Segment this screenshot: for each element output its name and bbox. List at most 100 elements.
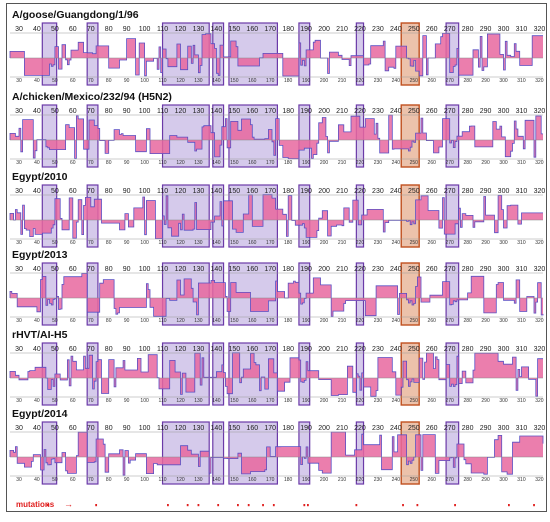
tick-label-top: 160: [246, 425, 258, 432]
tick-label-bottom: 220: [356, 240, 365, 246]
tick-label-bottom: 160: [248, 318, 257, 324]
tick-label-top: 150: [228, 266, 240, 273]
tick-label-top: 180: [282, 266, 294, 273]
tick-label-top: 180: [282, 425, 294, 432]
tick-label-bottom: 90: [124, 240, 130, 246]
tick-label-bottom: 40: [34, 477, 40, 483]
tick-label-top: 190: [300, 346, 312, 353]
tick-label-bottom: 40: [34, 160, 40, 166]
tick-label-bottom: 70: [88, 160, 94, 166]
tick-label-bottom: 270: [446, 240, 455, 246]
tick-label-bottom: 240: [392, 318, 401, 324]
tick-label-bottom: 160: [248, 398, 257, 404]
tick-label-top: 50: [51, 26, 59, 33]
tick-label-bottom: 160: [248, 477, 257, 483]
tick-label-top: 300: [498, 425, 510, 432]
tick-label-top: 180: [282, 188, 294, 195]
tick-label-bottom: 220: [356, 477, 365, 483]
tick-label-bottom: 130: [194, 398, 203, 404]
tick-label-top: 210: [336, 188, 348, 195]
tick-label-bottom: 300: [499, 160, 508, 166]
tick-label-bottom: 320: [535, 477, 544, 483]
tick-label-top: 200: [318, 26, 330, 33]
panel-4: Egypt/2013 30 30 40 40 50 50 60 60 70 70 80 80 90 90 10…: [9, 249, 545, 326]
tick-label-top: 40: [33, 266, 41, 273]
tick-label-top: 30: [15, 425, 23, 432]
tick-label-top: 80: [105, 425, 113, 432]
tick-label-top: 320: [534, 425, 546, 432]
tick-label-top: 50: [51, 346, 59, 353]
tick-label-bottom: 230: [374, 318, 383, 324]
tick-label-top: 300: [498, 108, 510, 115]
tick-label-top: 300: [498, 188, 510, 195]
tick-label-bottom: 160: [248, 240, 257, 246]
tick-label-top: 220: [354, 425, 366, 432]
tick-label-top: 280: [462, 266, 474, 273]
tick-label-bottom: 250: [410, 398, 419, 404]
tick-label-top: 290: [480, 425, 492, 432]
tick-label-top: 270: [444, 26, 456, 33]
tick-label-top: 290: [480, 26, 492, 33]
tick-label-bottom: 90: [124, 160, 130, 166]
tick-label-top: 30: [15, 26, 23, 33]
tick-label-top: 120: [175, 346, 187, 353]
tick-label-bottom: 110: [159, 318, 167, 324]
tick-label-top: 110: [157, 346, 168, 353]
tick-label-top: 80: [105, 346, 113, 353]
tick-label-top: 270: [444, 108, 456, 115]
tick-label-top: 100: [139, 26, 151, 33]
tick-label-top: 200: [318, 188, 330, 195]
tick-label-bottom: 290: [481, 240, 490, 246]
tick-label-bottom: 200: [320, 477, 329, 483]
tick-label-bottom: 190: [302, 78, 311, 84]
tick-label-top: 240: [390, 346, 402, 353]
tick-label-bottom: 240: [392, 78, 401, 84]
tick-label-bottom: 80: [106, 78, 112, 84]
tick-label-top: 90: [123, 188, 131, 195]
tick-label-top: 260: [426, 108, 438, 115]
tick-label-bottom: 220: [356, 318, 365, 324]
tick-label-top: 130: [193, 188, 205, 195]
tick-label-bottom: 270: [446, 160, 455, 166]
tick-label-bottom: 170: [266, 477, 275, 483]
tick-label-top: 250: [408, 26, 420, 33]
tick-label-top: 90: [123, 346, 131, 353]
tick-label-top: 200: [318, 108, 330, 115]
tick-label-bottom: 110: [159, 398, 167, 404]
profile-line: [9, 33, 543, 77]
tick-label-top: 130: [193, 425, 205, 432]
tick-label-top: 210: [336, 26, 348, 33]
profile-area: [10, 432, 543, 476]
tick-label-bottom: 230: [374, 160, 383, 166]
tick-label-bottom: 320: [535, 398, 544, 404]
tick-label-top: 50: [51, 108, 59, 115]
tick-label-top: 290: [480, 346, 492, 353]
tick-label-top: 250: [408, 266, 420, 273]
tick-label-bottom: 280: [463, 477, 472, 483]
tick-label-top: 270: [444, 188, 456, 195]
tick-label-bottom: 90: [124, 477, 130, 483]
tick-label-top: 210: [336, 266, 348, 273]
tick-label-top: 320: [534, 26, 546, 33]
tick-label-bottom: 160: [248, 78, 257, 84]
panel-3: Egypt/2010 30 30 40 40 50 50 60 60 70 70 80 80 90 90 10…: [9, 171, 545, 248]
tick-label-bottom: 220: [356, 398, 365, 404]
tick-label-bottom: 190: [302, 477, 311, 483]
highlight-region: [41, 104, 58, 168]
tick-label-top: 30: [15, 108, 23, 115]
tick-label-top: 90: [123, 26, 131, 33]
tick-label-bottom: 150: [230, 240, 239, 246]
tick-label-bottom: 40: [34, 398, 40, 404]
tick-label-bottom: 200: [320, 78, 329, 84]
panel-1: A/goose/Guangdong/1/96 30 30 40 40 50 50 60 60 70…: [9, 9, 546, 86]
tick-label-top: 220: [354, 266, 366, 273]
tick-label-bottom: 240: [392, 240, 401, 246]
tick-label-top: 180: [282, 108, 294, 115]
tick-label-bottom: 90: [124, 78, 130, 84]
profile-area: [10, 33, 543, 76]
tick-label-bottom: 180: [284, 240, 293, 246]
tick-label-bottom: 90: [124, 318, 130, 324]
tick-label-bottom: 210: [338, 160, 347, 166]
tick-label-top: 230: [372, 108, 384, 115]
tick-label-top: 120: [175, 188, 187, 195]
